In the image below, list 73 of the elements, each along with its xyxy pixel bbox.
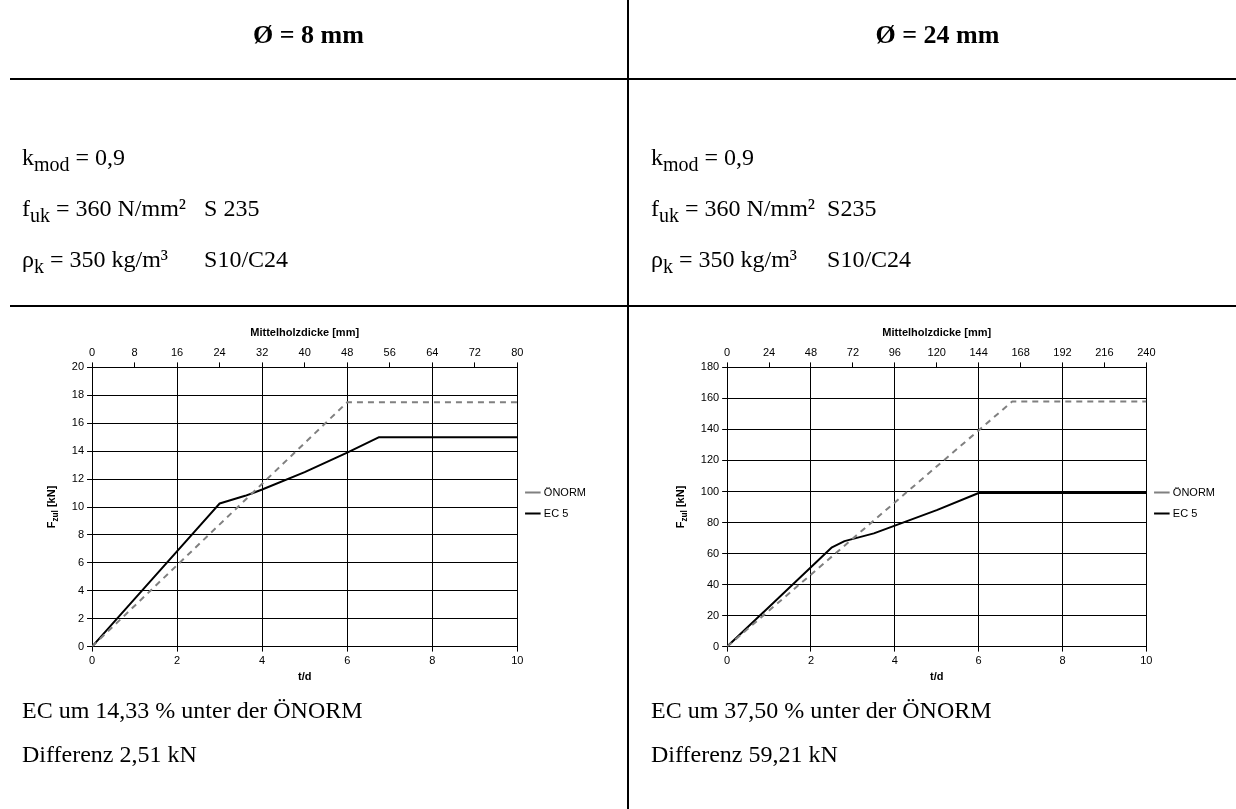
x2-tick-label: 0 (88, 345, 96, 358)
y-tick-label: 18 (71, 388, 85, 401)
x2-axis-title: Mittelholzdicke [mm] (882, 325, 992, 338)
y-axis-title: Fzul [kN] (674, 485, 689, 529)
y-tick-label: 4 (77, 583, 85, 596)
y-tick-label: 180 (700, 360, 720, 373)
x2-tick-label: 80 (511, 345, 524, 358)
x-tick-label: 10 (511, 654, 524, 667)
y-tick-label: 40 (706, 577, 720, 590)
text: k$_{mod}$ = 0,9 f$_{uk}$ = 360 N/mm² S 235 ρ$_{k}$ = 350 kg/m³ S10/C24 (22, 144, 289, 277)
x2-tick-label: 192 (1053, 345, 1072, 358)
y-tick-label: 120 (700, 453, 720, 466)
x2-tick-label: 120 (927, 345, 946, 358)
y-tick-label: 0 (713, 639, 720, 652)
y-tick-label: 60 (706, 546, 720, 559)
y-tick-label: 10 (71, 500, 85, 513)
y-tick-label: 2 (77, 611, 85, 624)
y-tick-label: 160 (700, 391, 720, 404)
y-tick-label: 0 (77, 639, 85, 652)
x-tick-label: 4 (259, 654, 266, 667)
legend-label: EC 5 (543, 506, 569, 519)
x2-tick-label: 72 (846, 345, 860, 358)
text: Differenz 2,51 kN (22, 741, 197, 767)
y-tick-label: 80 (706, 515, 720, 528)
x2-tick-label: 168 (1011, 345, 1030, 358)
legend-label: ÖNORM (543, 485, 587, 498)
y-tick-label: 20 (706, 608, 720, 621)
x2-tick-label: 56 (383, 345, 396, 358)
x2-tick-label: 32 (256, 345, 269, 358)
x-tick-label: 6 (975, 654, 982, 667)
x-tick-label: 4 (891, 654, 898, 667)
x2-tick-label: 0 (724, 345, 731, 358)
x2-tick-label: 72 (468, 345, 481, 358)
x2-tick-label: 64 (426, 345, 439, 358)
x-tick-label: 0 (88, 654, 96, 667)
x2-tick-label: 40 (298, 345, 311, 358)
y-tick-label: 16 (71, 416, 85, 429)
text: EC um 37,50 % unter der ÖNORM (651, 697, 992, 723)
x2-tick-label: 144 (969, 345, 988, 358)
x-tick-label: 2 (174, 654, 181, 667)
y-tick-label: 6 (77, 555, 85, 568)
y-tick-label: 140 (700, 422, 720, 435)
text: Differenz 59,21 kN (651, 741, 838, 767)
x-axis-title: t/d (930, 670, 944, 683)
chart-title: Ø = 24 mm (874, 20, 1001, 50)
x-tick-label: 10 (1140, 654, 1153, 667)
y-tick-label: 100 (700, 484, 720, 497)
x-tick-label: 8 (429, 654, 436, 667)
y-tick-label: 8 (77, 527, 85, 540)
x-axis-title: t/d (297, 670, 312, 683)
x2-tick-label: 216 (1095, 345, 1114, 358)
y-axis-title: Fzul [kN] (45, 485, 60, 529)
legend-label: EC 5 (1172, 506, 1198, 519)
x2-tick-label: 96 (888, 345, 901, 358)
x2-tick-label: 24 (213, 345, 226, 358)
text: k$_{mod}$ = 0,9 f$_{uk}$ = 360 N/mm² S235 ρ$_{k}$ = 350 kg/m³ S10/C24 (651, 144, 912, 277)
x-tick-label: 2 (807, 654, 815, 667)
x2-tick-label: 8 (131, 345, 138, 358)
x2-axis-title: Mittelholzdicke [mm] (250, 325, 360, 338)
chart-title: Ø = 8 mm (252, 20, 365, 50)
x-tick-label: 6 (344, 654, 351, 667)
y-tick-label: 14 (71, 444, 85, 457)
legend-label: ÖNORM (1172, 485, 1216, 498)
x2-tick-label: 48 (341, 345, 354, 358)
x2-tick-label: 24 (762, 345, 776, 358)
x-tick-label: 8 (1059, 654, 1066, 667)
y-tick-label: 12 (71, 472, 85, 485)
x-tick-label: 0 (724, 654, 731, 667)
x2-tick-label: 240 (1137, 345, 1156, 358)
text: EC um 14,33 % unter der ÖNORM (22, 697, 363, 723)
y-tick-label: 20 (71, 360, 85, 373)
x2-tick-label: 48 (804, 345, 818, 358)
x2-tick-label: 16 (170, 345, 184, 358)
